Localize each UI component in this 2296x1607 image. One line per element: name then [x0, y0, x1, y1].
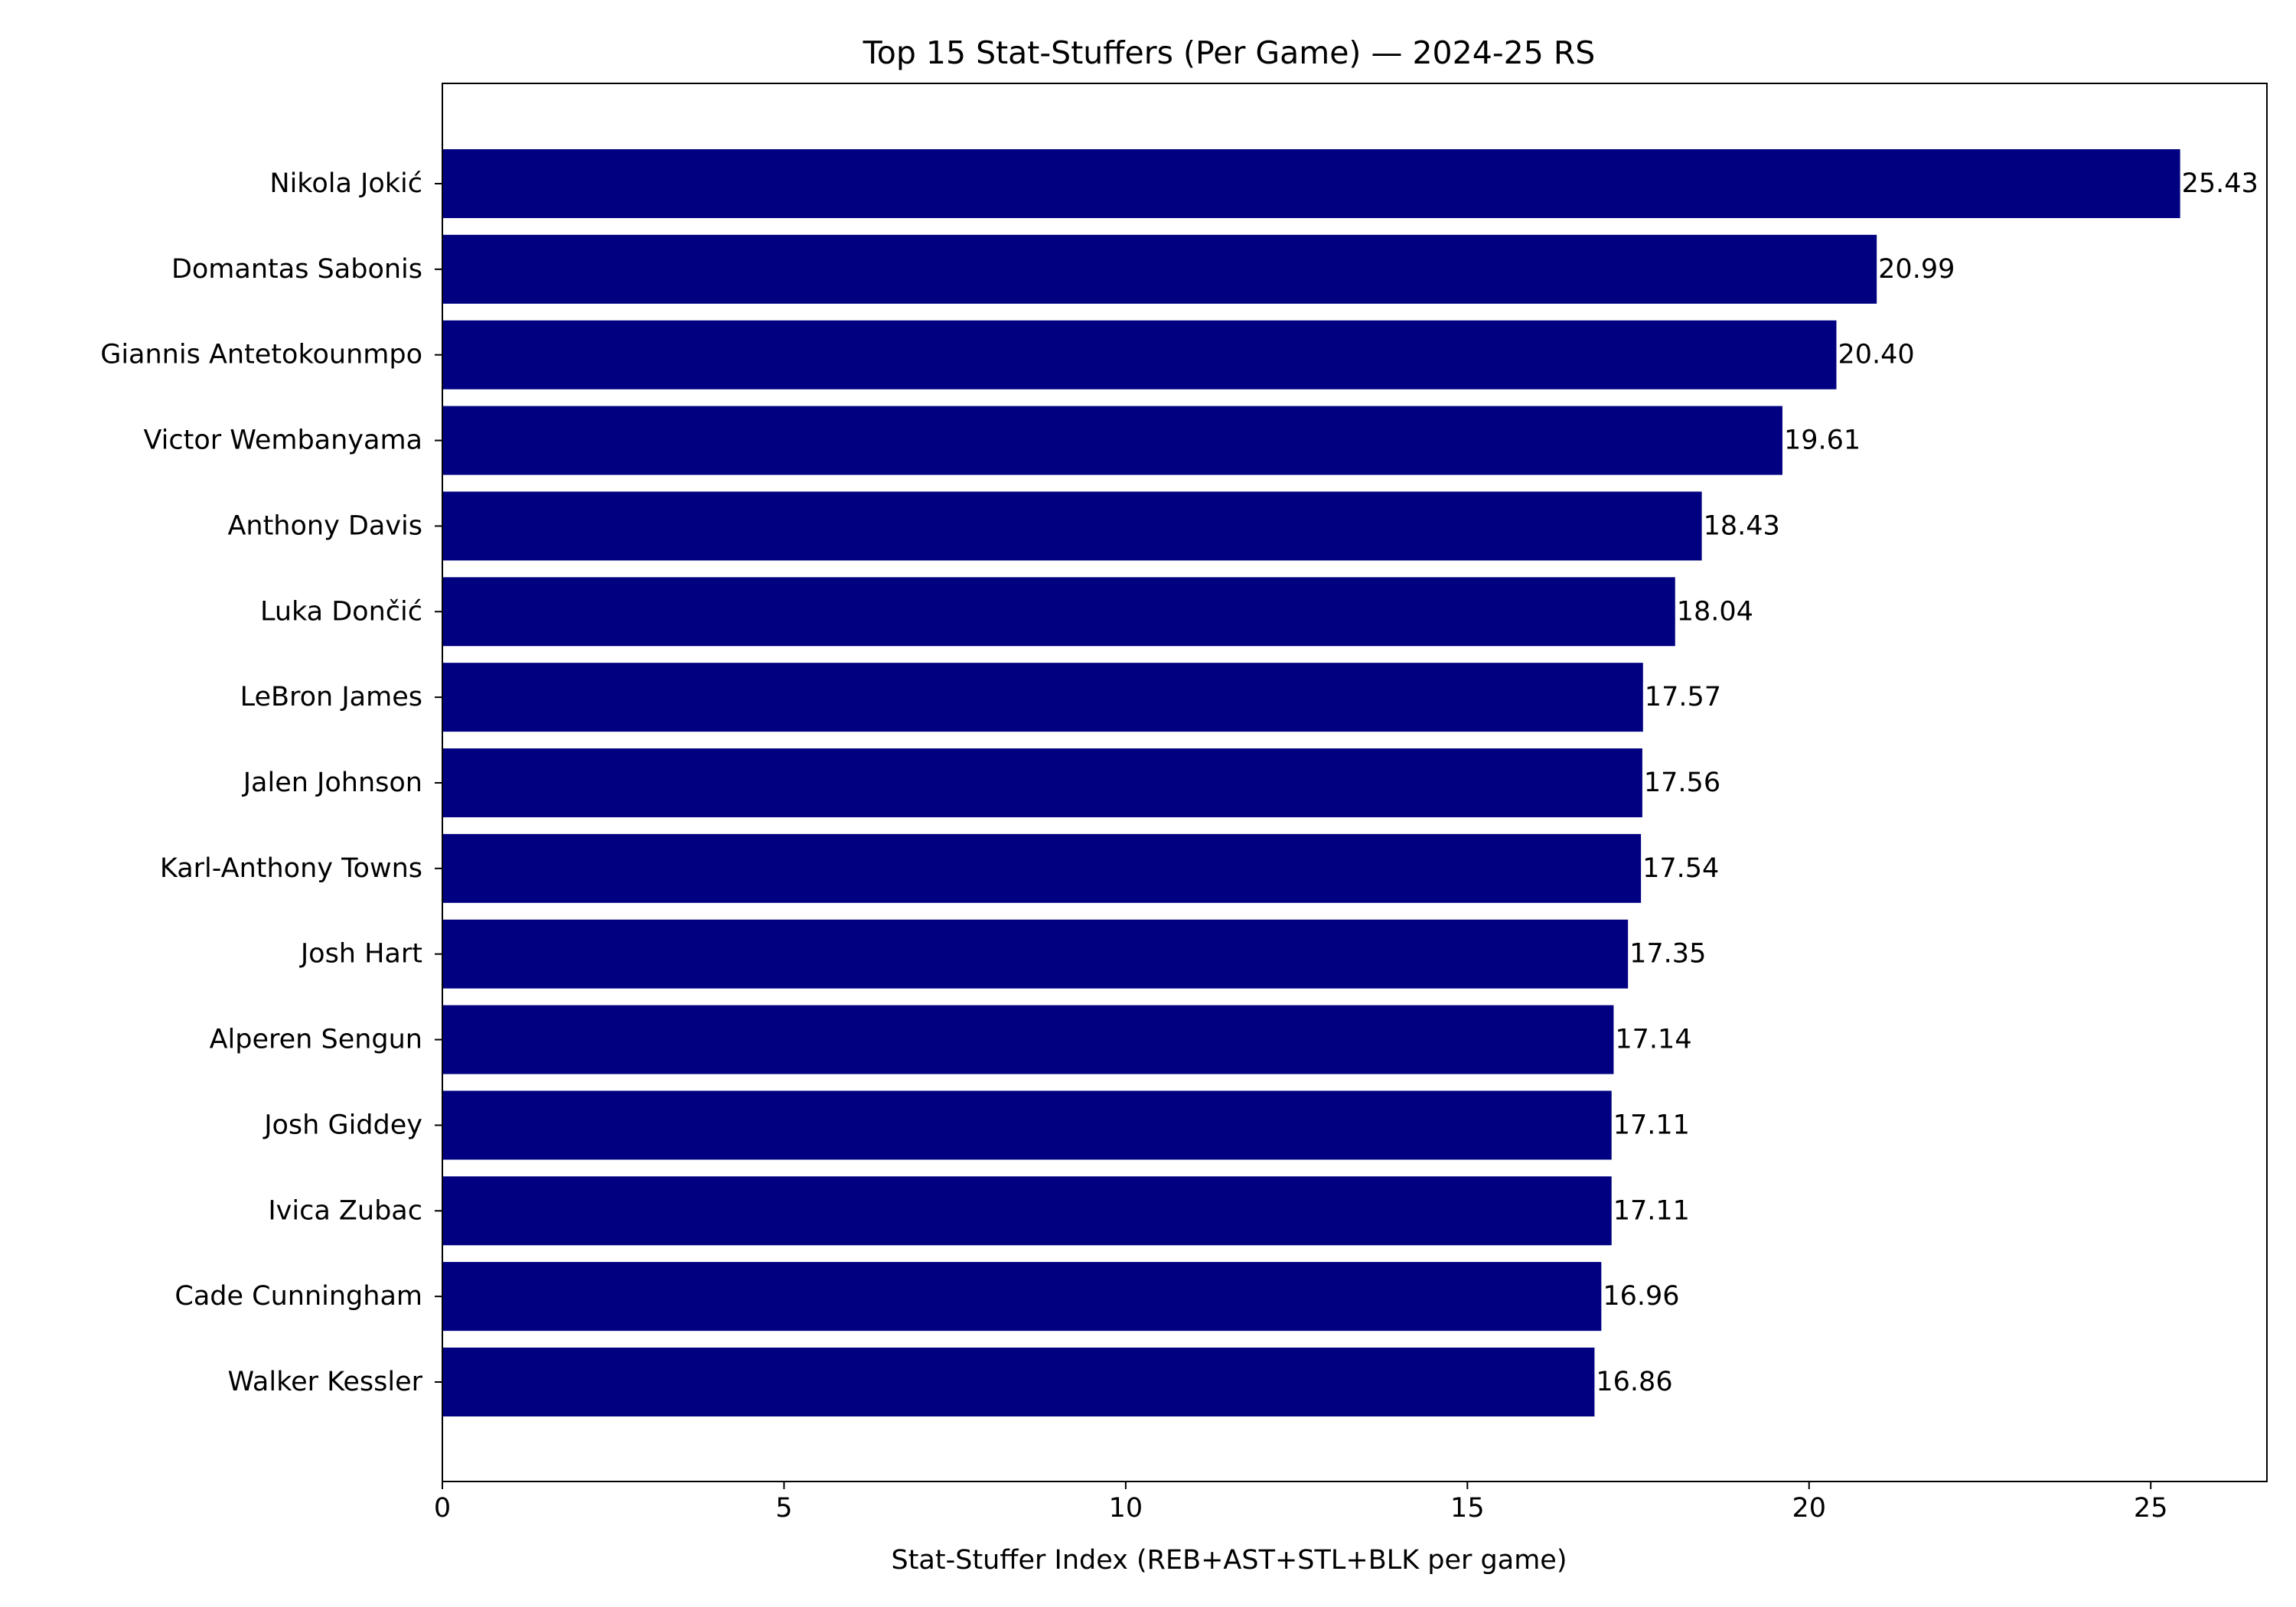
category-label: Josh Giddey [263, 1110, 422, 1140]
bar [442, 406, 1782, 475]
category-label: Ivica Zubac [268, 1195, 422, 1226]
category-label: Victor Wembanyama [143, 425, 422, 456]
bar [442, 234, 1877, 304]
x-tick-label: 15 [1450, 1493, 1485, 1524]
data-label: 20.40 [1838, 340, 1914, 370]
bar [442, 577, 1675, 647]
bar [442, 1262, 1602, 1332]
chart-title: Top 15 Stat-Stuffers (Per Game) — 2024-2… [863, 34, 1596, 71]
bar [442, 1348, 1595, 1416]
category-label: Nikola Jokić [269, 168, 422, 199]
data-label: 20.99 [1878, 254, 1955, 285]
category-label: Josh Hart [299, 939, 422, 970]
data-label: 16.86 [1596, 1367, 1672, 1397]
x-tick-label: 5 [775, 1493, 792, 1524]
plot-area-frame [442, 83, 2268, 1482]
data-label: 16.96 [1603, 1281, 1679, 1312]
data-label: 17.35 [1629, 939, 1706, 970]
x-tick-label: 20 [1792, 1493, 1826, 1524]
data-label: 17.56 [1644, 768, 1720, 798]
value-labels: 25.43 20.99 20.40 19.61 18.43 18.04 17.57 17.56… [1596, 168, 2258, 1397]
bar [442, 663, 1643, 732]
category-label: Giannis Antetokounmpo [100, 340, 422, 370]
x-tick-label: 10 [1109, 1493, 1143, 1524]
data-label: 17.11 [1613, 1195, 1690, 1226]
data-label: 18.04 [1677, 596, 1753, 627]
category-label: Karl-Anthony Towns [160, 853, 422, 884]
x-tick-label: 0 [434, 1493, 451, 1524]
bar [442, 1005, 1614, 1074]
bar [442, 149, 2180, 218]
bar [442, 833, 1642, 903]
data-label: 25.43 [2182, 168, 2258, 199]
bars [442, 149, 2180, 1416]
category-label: Anthony Davis [227, 510, 422, 541]
x-axis-ticks: 0 5 10 15 20 25 [434, 1482, 2168, 1524]
category-label: Luka Dončić [260, 596, 422, 627]
category-label: Jalen Johnson [242, 768, 422, 798]
bar [442, 491, 1702, 561]
data-label: 18.43 [1704, 510, 1780, 541]
category-label: Domantas Sabonis [171, 254, 422, 285]
data-label: 17.14 [1615, 1025, 1691, 1055]
data-label: 17.11 [1613, 1110, 1690, 1140]
data-label: 17.54 [1642, 853, 1719, 884]
bar [442, 1090, 1612, 1160]
bar [442, 748, 1642, 817]
category-label: Walker Kessler [228, 1367, 423, 1397]
category-label: Cade Cunningham [174, 1281, 422, 1312]
bar [442, 320, 1837, 390]
x-tick-label: 25 [2134, 1493, 2168, 1524]
category-labels: Nikola Jokić Domantas Sabonis Giannis Ante… [100, 168, 442, 1397]
bar [442, 1176, 1612, 1246]
data-label: 17.57 [1645, 682, 1721, 712]
data-label: 19.61 [1784, 425, 1861, 456]
category-label: Alperen Sengun [210, 1025, 422, 1055]
bar [442, 919, 1629, 989]
category-label: LeBron James [240, 682, 422, 712]
x-axis-label: Stat-Stuffer Index (REB+AST+STL+BLK per … [891, 1545, 1567, 1576]
